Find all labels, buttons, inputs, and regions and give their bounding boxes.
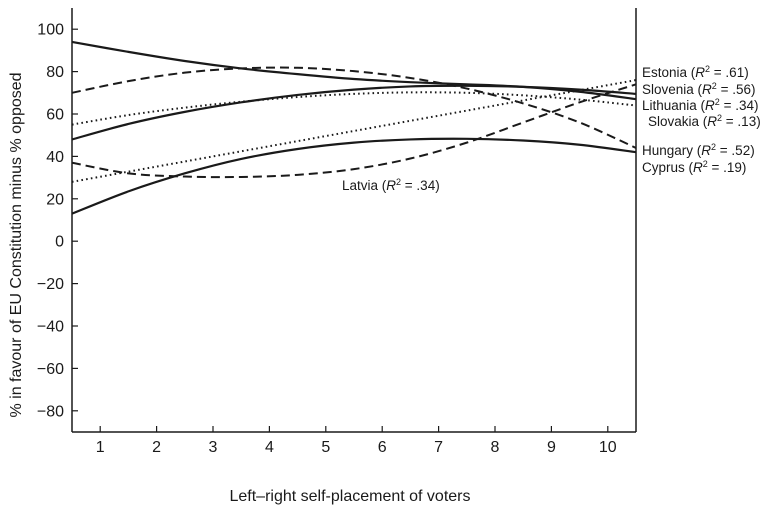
x-tick-label: 4 (265, 439, 274, 456)
series-label-slovakia: Slovakia (R2 = .13) (648, 113, 761, 129)
series-line-latvia (71, 83, 637, 179)
series-line-lithuania (71, 91, 637, 126)
x-tick-label: 9 (547, 439, 556, 456)
y-axis-title: % in favour of EU Constitution minus % o… (8, 72, 25, 417)
y-tick-label: 0 (55, 234, 64, 251)
series-label-slovenia: Slovenia (R2 = .56) (642, 81, 755, 97)
y-tick-label: −80 (37, 403, 64, 420)
y-tick-label: 40 (46, 149, 64, 166)
y-tick-label: 20 (46, 191, 64, 208)
x-tick-label: 3 (209, 439, 218, 456)
series-label-hungary: Hungary (R2 = .52) (642, 142, 755, 158)
series-line-slovakia (71, 79, 637, 183)
series-label-lithuania: Lithuania (R2 = .34) (642, 97, 758, 113)
x-tick-label: 6 (378, 439, 387, 456)
y-tick-label: −60 (37, 361, 64, 378)
x-tick-label: 2 (152, 439, 161, 456)
series-line-slovenia (71, 84, 637, 141)
series-line-hungary (71, 66, 637, 149)
series-label-latvia: Latvia (R2 = .34) (342, 177, 440, 193)
x-tick-label: 5 (321, 439, 330, 456)
y-tick-label: −40 (37, 319, 64, 336)
y-tick-label: −20 (37, 276, 64, 293)
series-label-cyprus: Cyprus (R2 = .19) (642, 159, 746, 175)
x-tick-label: 10 (599, 439, 617, 456)
y-tick-label: 100 (37, 22, 64, 39)
series-lines (71, 40, 637, 215)
series-line-cyprus (71, 137, 637, 215)
x-axis-title: Left–right self-placement of voters (229, 488, 470, 505)
x-tick-label: 8 (491, 439, 500, 456)
y-tick-label: 60 (46, 107, 64, 124)
x-tick-label: 7 (434, 439, 443, 456)
y-tick-label: 80 (46, 64, 64, 81)
plot-frame: 1 2 3 4 5 6 7 8 9 10 100 80 60 40 20 0 −20 −40 −60 −80 (37, 8, 637, 456)
series-labels: Estonia (R2 = .61)Slovenia (R2 = .56)Lit… (342, 64, 761, 193)
x-tick-label: 1 (96, 439, 105, 456)
series-label-estonia: Estonia (R2 = .61) (642, 64, 749, 80)
